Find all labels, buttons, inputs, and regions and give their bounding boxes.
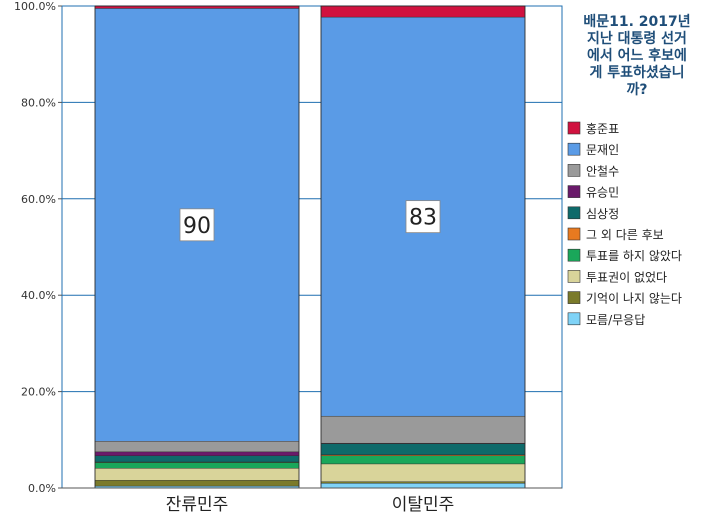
y-tick-label: 20.0% (21, 386, 56, 399)
legend-title-line: 지난 대통령 선거 (587, 30, 687, 47)
y-tick-label: 0.0% (28, 482, 56, 495)
x-category-label: 이탈민주 (392, 495, 455, 515)
legend-label: 투표권이 없었다 (586, 270, 667, 284)
legend-label: 안철수 (586, 164, 619, 178)
legend-label: 홍준표 (586, 122, 619, 136)
legend-swatch (567, 312, 581, 326)
legend-label: 심상정 (586, 207, 619, 221)
bar-segment (320, 415, 526, 444)
axes: 0.0% 20.0% 40.0% 60.0% 80.0% 100.0% 잔류민주 이탈민주 (14, 0, 562, 515)
legend-title-line: 게 투표하셨습니 (589, 64, 684, 81)
bar-segment (320, 455, 526, 465)
y-tick-label: 100.0% (14, 0, 56, 13)
legend-swatch (567, 206, 581, 220)
legend-swatch (567, 227, 581, 241)
data-label: 83 (409, 206, 437, 231)
legend-label: 그 외 다른 후보 (586, 228, 664, 242)
legend-swatch (567, 164, 581, 177)
y-tick-label: 60.0% (21, 193, 56, 206)
bar-segment (320, 482, 526, 489)
legend-swatch (567, 185, 581, 198)
data-labels: 90 83 (179, 200, 441, 242)
legend-swatch (567, 142, 581, 156)
data-label: 90 (183, 214, 211, 239)
bar-segment (320, 5, 526, 18)
legend-swatch (567, 270, 581, 283)
x-category-label: 잔류민주 (166, 495, 229, 515)
legend-label: 모름/무응답 (586, 313, 645, 327)
y-tick-label: 40.0% (21, 289, 56, 302)
legend-title-line: 까? (626, 82, 647, 98)
y-tick-label: 80.0% (21, 96, 56, 109)
bar-segment (320, 481, 526, 484)
bar-segment (94, 441, 300, 453)
legend-label: 기억이 나지 않는다 (586, 292, 682, 306)
bar-segment (94, 451, 300, 456)
bar-segment (94, 468, 300, 481)
bar-segment (320, 463, 526, 482)
legend-swatch (567, 248, 581, 262)
legend-label: 유승민 (586, 186, 619, 200)
data-label-box (179, 208, 215, 242)
bar-segment (94, 455, 300, 463)
bar-segment (94, 480, 300, 487)
legend-title-line: 배문11. 2017년 (583, 14, 690, 30)
legend-label: 투표를 하지 않았다 (586, 249, 682, 263)
data-label-box (405, 200, 441, 234)
bar-segment (94, 462, 300, 469)
legend-swatch (567, 291, 581, 304)
legend-label: 문재인 (586, 143, 619, 157)
bar-segment (320, 443, 526, 455)
legend-swatch (567, 121, 581, 135)
legend-title-line: 에서 어느 후보에 (587, 47, 687, 64)
